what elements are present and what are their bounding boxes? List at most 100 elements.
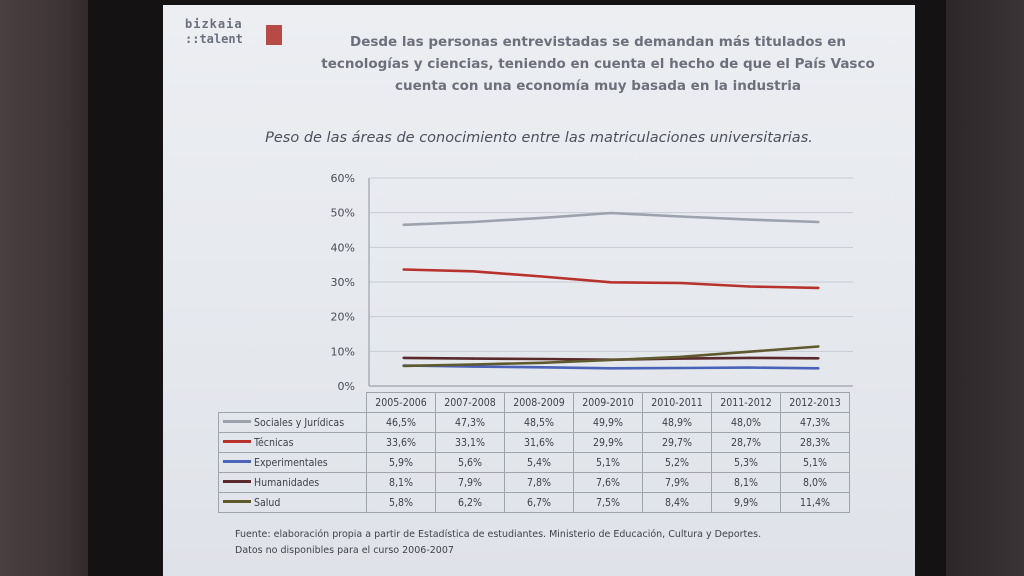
data-point [748,356,751,360]
data-point [402,223,405,226]
data-point [540,366,544,369]
legend-label: Salud [254,496,281,509]
legend-entry: Sociales y Jurídicas [218,412,367,433]
data-label: 47,3% [780,412,850,433]
data-label: 28,7% [711,432,781,453]
x-tick-label: 2009-2010 [573,392,643,413]
data-point [471,365,474,368]
x-tick-label: 2010-2011 [642,392,712,413]
legend-label: Técnicas [254,436,294,449]
y-tick-label: 30% [331,276,355,289]
data-point [678,215,682,218]
data-point [748,366,751,369]
x-tick-label: 2007-2008 [435,392,505,413]
data-label: 48,5% [504,412,574,433]
data-label: 5,2% [642,452,712,473]
data-label: 5,1% [780,452,850,473]
data-point [540,216,544,220]
headline-line-3: cuenta con una economía muy basada en la… [395,78,801,94]
data-label: 49,9% [573,412,643,433]
footnote-line-1: Fuente: elaboración propia a partir de E… [235,529,762,540]
data-label: 7,9% [435,472,505,493]
series-line-salud [403,345,819,368]
data-label: 7,9% [642,472,712,493]
background-wall-left [0,0,96,576]
legend-swatch [223,440,251,443]
y-tick-label: 60% [331,172,355,185]
data-point [471,270,474,273]
data-label: 8,1% [711,472,781,493]
logo-mark-icon [266,25,282,45]
headline-line-1: Desde las personas entrevistadas se dema… [349,34,847,50]
data-label: 8,1% [366,472,436,493]
x-tick-label: 2012-2013 [780,392,850,413]
data-point [678,366,682,370]
logo-line-1: bizkaia [185,17,243,31]
logo-line-2: ::talent [185,32,243,46]
y-tick-label: 10% [331,345,355,358]
data-label: 7,6% [573,472,643,493]
data-point [748,285,751,288]
slide-headline: Desde las personas entrevistadas se dema… [313,31,883,97]
y-tick-label: 40% [331,241,355,254]
data-label: 29,7% [642,432,712,453]
legend-swatch [223,480,251,483]
table-header-row: 2005-2006 2007-2008 2008-2009 2009-2010 2010… [219,392,850,413]
x-tick-label: 2011-2012 [711,392,781,413]
table-row: Humanidades 8,1% 7,9% 7,8% 7,6% 7,9% 8,1% 8,0% [218,472,850,493]
x-tick-label: 2005-2006 [366,392,436,413]
data-point [540,275,544,278]
data-point [817,286,820,290]
legend-entry: Humanidades [218,472,367,493]
footnote-line-2: Datos no disponibles para el curso 2006-… [235,545,454,556]
projected-slide: bizkaia ::talent Desde las personas entr… [163,5,915,576]
data-point [471,363,474,366]
background-wall-right [944,0,1024,576]
series-line-t-cnicas [403,268,819,290]
legend-swatch [223,420,251,423]
y-tick-label: 0% [338,380,355,393]
data-label: 33,1% [435,432,505,453]
data-point [609,211,613,215]
chart-subtitle: Peso de las áreas de conocimiento entre … [265,130,813,146]
data-point [817,220,820,224]
legend-entry: Experimentales [218,452,367,473]
data-point [817,345,820,348]
data-label: 6,2% [435,492,505,513]
legend-entry: Salud [218,492,367,513]
data-point [748,218,751,221]
series-lines [402,211,820,370]
table-row: Técnicas 33,6% 33,1% 31,6% 29,9% 29,7% 28,7% 28… [218,432,850,453]
data-point [471,357,474,360]
data-label: 6,7% [504,492,574,513]
data-point [540,357,544,361]
legend-label: Experimentales [254,456,328,469]
data-label: 9,9% [711,492,781,513]
data-label: 48,0% [711,412,781,433]
y-tick-label: 20% [331,311,355,324]
table-row: Experimentales 5,9% 5,6% 5,4% 5,1% 5,2% 5,3% 5,… [218,452,850,473]
y-tick-label: 50% [331,207,355,220]
data-label: 5,4% [504,452,574,473]
data-label: 5,1% [573,452,643,473]
bizkaia-talent-logo: bizkaia ::talent [185,13,295,53]
legend-label: Humanidades [254,476,320,489]
data-point [402,356,405,360]
legend-swatch [223,500,251,503]
legend-entry: Técnicas [218,432,367,453]
data-point [402,364,405,368]
legend-swatch [223,460,251,463]
y-axis: 0% 10% 20% 30% 40% 50% 60% [331,172,370,393]
line-chart: 0% 10% 20% 30% 40% 50% 60% [331,172,853,393]
data-label: 11,4% [780,492,850,513]
data-point [609,281,613,284]
x-tick-label: 2008-2009 [504,392,574,413]
data-label: 48,9% [642,412,712,433]
data-label: 7,5% [573,492,643,513]
data-label: 8,0% [780,472,850,493]
data-label: 47,3% [435,412,505,433]
data-point [678,281,682,285]
data-label: 5,3% [711,452,781,473]
table-row: Salud 5,8% 6,2% 6,7% 7,5% 8,4% 9,9% 11,4% [218,492,850,513]
data-point [817,367,820,370]
